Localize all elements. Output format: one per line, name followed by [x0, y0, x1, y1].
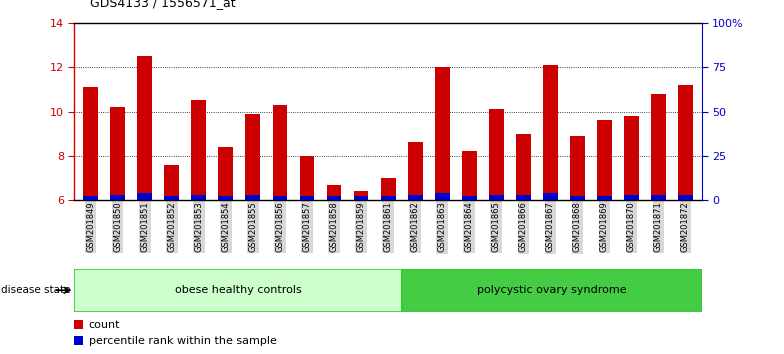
Bar: [111, 107, 125, 200]
Bar: [165, 196, 180, 200]
Bar: [381, 196, 395, 200]
Bar: [219, 147, 234, 200]
Bar: [678, 85, 693, 200]
Bar: [327, 196, 342, 200]
Bar: [74, 336, 83, 345]
Bar: [83, 196, 98, 200]
Bar: [299, 156, 314, 200]
Bar: [327, 184, 342, 200]
Bar: [191, 195, 206, 200]
Bar: [137, 56, 152, 200]
Bar: [273, 196, 288, 200]
Bar: [354, 191, 368, 200]
Bar: [273, 105, 288, 200]
Bar: [678, 195, 693, 200]
Bar: [488, 195, 503, 200]
Bar: [543, 65, 557, 200]
Text: obese healthy controls: obese healthy controls: [175, 285, 302, 295]
Bar: [597, 196, 612, 200]
Bar: [137, 193, 152, 200]
Bar: [624, 195, 639, 200]
Text: disease state: disease state: [1, 285, 71, 295]
Text: polycystic ovary syndrome: polycystic ovary syndrome: [477, 285, 626, 295]
Bar: [462, 196, 477, 200]
Bar: [219, 196, 234, 200]
Bar: [111, 195, 125, 200]
Bar: [74, 320, 83, 329]
Bar: [651, 94, 666, 200]
Text: percentile rank within the sample: percentile rank within the sample: [89, 336, 277, 346]
Bar: [408, 143, 423, 200]
Bar: [462, 152, 477, 200]
Bar: [401, 269, 702, 312]
Bar: [488, 109, 503, 200]
Text: GDS4133 / 1556571_at: GDS4133 / 1556571_at: [90, 0, 236, 9]
Bar: [408, 195, 423, 200]
Bar: [245, 114, 260, 200]
Bar: [74, 269, 401, 312]
Bar: [434, 193, 449, 200]
Bar: [191, 101, 206, 200]
Bar: [597, 120, 612, 200]
Bar: [434, 67, 449, 200]
Bar: [381, 178, 395, 200]
Bar: [570, 196, 585, 200]
Text: count: count: [89, 320, 120, 330]
Bar: [516, 133, 531, 200]
Bar: [516, 195, 531, 200]
Bar: [245, 195, 260, 200]
Bar: [299, 196, 314, 200]
Bar: [543, 193, 557, 200]
Bar: [165, 165, 180, 200]
Bar: [624, 116, 639, 200]
Bar: [83, 87, 98, 200]
Bar: [570, 136, 585, 200]
Bar: [354, 196, 368, 200]
Bar: [651, 195, 666, 200]
